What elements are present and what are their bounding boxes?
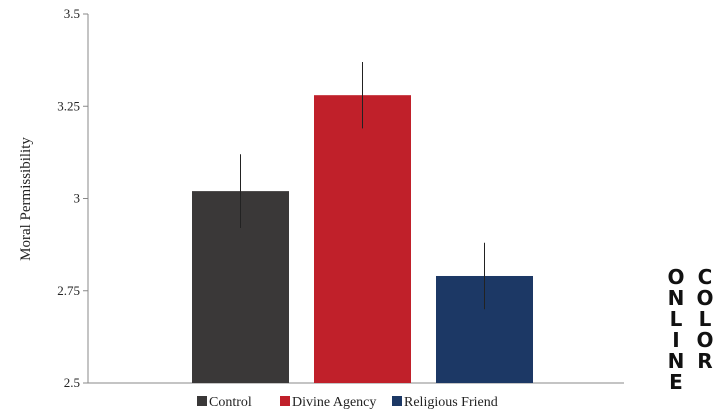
- side-letter: I: [672, 328, 679, 352]
- side-letter: E: [669, 370, 683, 394]
- legend-swatch: [280, 396, 290, 406]
- side-letter: O: [696, 328, 713, 352]
- legend-swatch: [392, 396, 402, 406]
- y-tick-label: 3.5: [64, 6, 80, 21]
- y-tick-label: 2.5: [64, 375, 80, 390]
- side-letter: C: [698, 265, 713, 289]
- error-bars: [240, 61, 485, 310]
- side-letter: O: [667, 265, 684, 289]
- side-letter: L: [699, 307, 712, 331]
- legend-entry: Religious Friend: [404, 395, 498, 410]
- side-letter: R: [697, 349, 712, 373]
- bar-divine-agency: [314, 95, 411, 384]
- y-tick-label: 3: [74, 191, 81, 206]
- legend-entry: Divine Agency: [292, 395, 376, 410]
- y-axis-title: Moral Permissibility: [18, 137, 34, 261]
- y-tick-label: 2.75: [57, 283, 80, 298]
- y-tick-label: 3.25: [57, 98, 80, 113]
- side-letter: N: [668, 286, 685, 310]
- legend-entry: Control: [209, 395, 252, 410]
- side-letter: L: [670, 307, 683, 331]
- legend: Control Divine Agency Religious Friend: [197, 395, 498, 410]
- side-letter: O: [696, 286, 713, 310]
- side-letter: N: [668, 349, 685, 373]
- bars: [192, 95, 533, 384]
- legend-swatch: [197, 396, 207, 406]
- y-tick-labels: 2.5 2.75 3 3.25 3.5: [57, 6, 80, 390]
